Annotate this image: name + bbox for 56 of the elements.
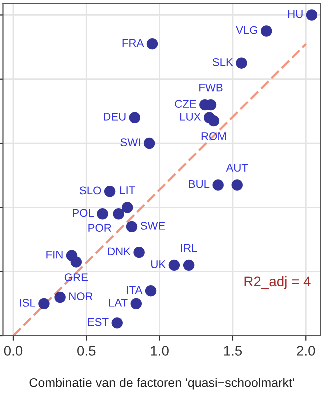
point [261,26,272,37]
annotation: ITA [127,286,143,294]
annotation: LUX [180,113,201,121]
point [212,180,224,191]
point [232,180,243,191]
annotation: CZE [175,100,196,108]
annotation: IRL [181,244,198,252]
annotation: GRE [64,274,88,282]
point [130,298,142,310]
annotation: DNK [108,248,131,256]
point [104,186,116,198]
point [208,115,220,127]
point [38,298,50,310]
annotation: UK [152,260,166,268]
annotation: FIN [46,251,63,259]
x-axis-title: Combinatie van de factoren 'quasi−schoolmarkt' [30,378,294,390]
point [54,292,66,304]
x-tick-label: 0.0 [4,346,23,356]
annotation: FRA [122,39,144,47]
x-tick-label: 1.0 [151,346,169,356]
point [146,38,158,50]
annotation: R2_adj = 4 [244,276,311,290]
point [306,10,318,21]
point [126,221,138,233]
point [70,256,82,268]
point [112,318,123,329]
point [113,208,124,220]
annotation: SWI [120,138,140,147]
annotation: LAT [109,299,128,307]
annotation: VLG [236,26,258,34]
point [144,138,156,150]
annotation: AUT [226,164,248,172]
annotation: FWB [200,84,223,92]
annotation: HU [288,10,303,18]
point [97,208,108,220]
annotation: LIT [120,186,136,194]
annotation: EST [88,318,109,326]
annotation: DEU [104,113,126,121]
point [145,285,157,297]
point [122,202,134,214]
point [134,246,145,258]
point [129,112,141,124]
x-tick-label: 1.5 [224,346,242,356]
point [183,260,195,272]
annotation: POL [73,209,94,218]
annotation: BUL [189,180,210,188]
annotation: SWE [140,222,166,230]
annotation: SLO [80,186,102,195]
annotation: ISL [20,299,36,307]
annotation: POR [88,224,112,232]
x-tick-label: 2.0 [297,346,316,356]
x-tick-label: 0.5 [78,346,96,356]
annotation: SLK [212,58,234,66]
point [168,260,180,272]
annotation: NOR [70,292,93,300]
point [236,58,248,69]
